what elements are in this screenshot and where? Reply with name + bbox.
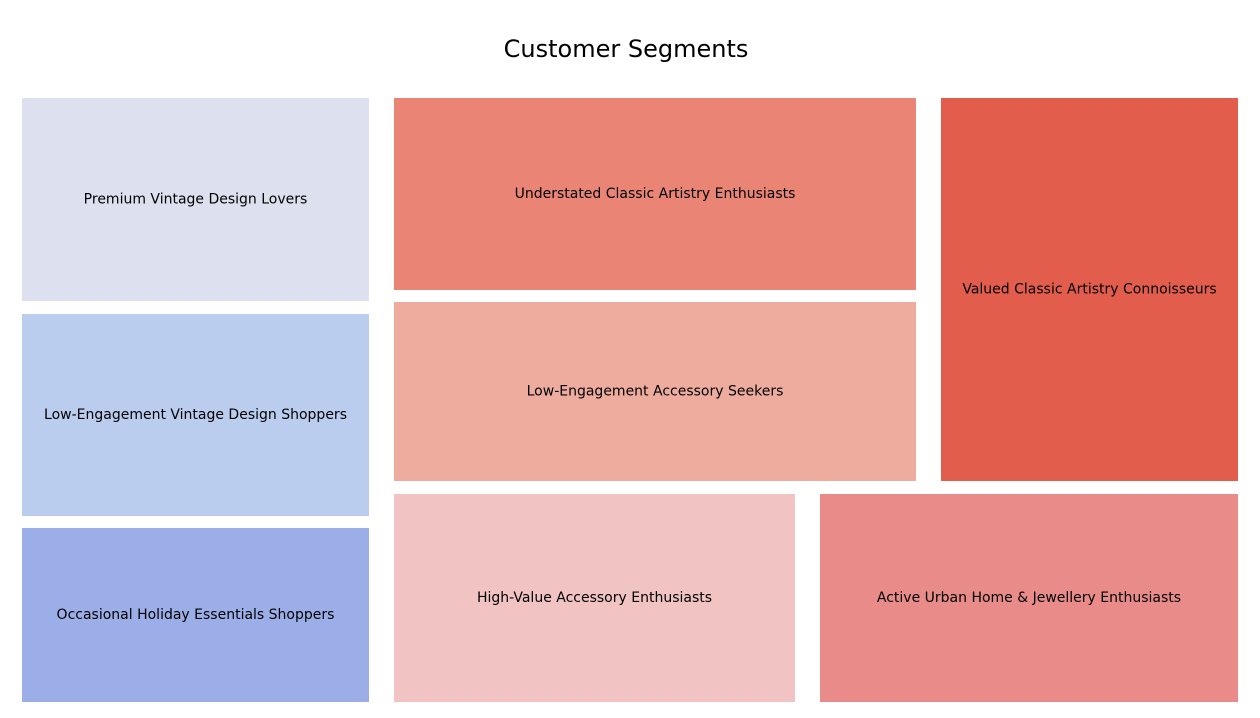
treemap-tile-rect (394, 302, 916, 481)
treemap-tile-label: Understated Classic Artistry Enthusiasts (515, 186, 796, 202)
treemap-tile: Low-Engagement Accessory Seekers (394, 302, 916, 481)
treemap-tile-rect (22, 314, 369, 516)
treemap-tile-rect (820, 494, 1238, 702)
treemap-tile: Active Urban Home & Jewellery Enthusiast… (820, 494, 1238, 702)
treemap-tiles: Premium Vintage Design Lovers Low-Engagem… (22, 98, 1238, 702)
treemap-tile: Occasional Holiday Essentials Shoppers (22, 528, 369, 702)
treemap-tile-label: Occasional Holiday Essentials Shoppers (57, 607, 335, 623)
treemap-tile: Understated Classic Artistry Enthusiasts (394, 98, 916, 290)
treemap-tile: Valued Classic Artistry Connoisseurs (941, 98, 1238, 481)
treemap-tile: High-Value Accessory Enthusiasts (394, 494, 795, 702)
treemap-tile-rect (22, 528, 369, 702)
treemap-tile-label: Premium Vintage Design Lovers (84, 192, 308, 208)
treemap-tile-rect (394, 98, 916, 290)
treemap-tile-label: Valued Classic Artistry Connoisseurs (962, 282, 1216, 298)
treemap-tile-label: Low-Engagement Vintage Design Shoppers (44, 407, 347, 423)
treemap-tile: Premium Vintage Design Lovers (22, 98, 369, 301)
treemap-tile-label: High-Value Accessory Enthusiasts (477, 590, 712, 606)
treemap-tile-rect (22, 98, 369, 301)
treemap-tile-rect (394, 494, 795, 702)
treemap-tile-label: Low-Engagement Accessory Seekers (527, 384, 784, 400)
treemap-tile: Low-Engagement Vintage Design Shoppers (22, 314, 369, 516)
treemap-tile-label: Active Urban Home & Jewellery Enthusiast… (877, 590, 1181, 606)
chart-title: Customer Segments (504, 35, 749, 63)
treemap-tile-rect (941, 98, 1238, 481)
